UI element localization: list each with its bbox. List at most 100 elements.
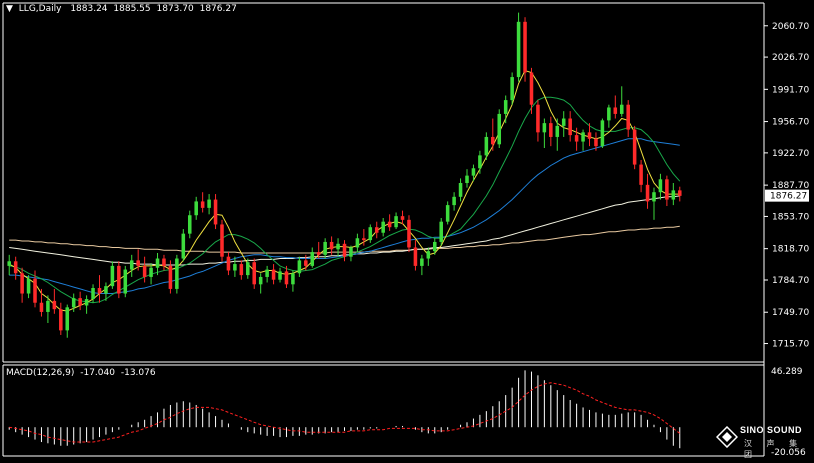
candle-body	[342, 243, 347, 257]
candle-body	[407, 219, 411, 248]
bear-candle	[574, 127, 579, 151]
candle-body	[645, 184, 650, 202]
bull-candle	[123, 265, 128, 298]
last-price-label: 1876.27	[770, 192, 807, 202]
candle-body	[291, 273, 295, 285]
bull-candle	[71, 293, 76, 312]
bear-candle	[59, 302, 63, 335]
candle-body	[484, 136, 489, 156]
bear-candle	[413, 240, 418, 271]
candle-body	[91, 288, 95, 300]
bull-candle	[207, 194, 211, 215]
candle-body	[213, 199, 218, 225]
bear-candle	[626, 100, 630, 137]
candle-body	[284, 271, 289, 285]
bear-candle	[329, 236, 334, 255]
bear-candle	[97, 275, 102, 303]
candle-body	[349, 247, 353, 257]
candle-body	[420, 258, 424, 266]
candle-body	[400, 216, 405, 220]
bull-candle	[310, 247, 315, 268]
bull-candle	[658, 173, 663, 200]
candle-body	[439, 221, 443, 242]
sino-sound-logo: SINO SOUND 汉 声 集 团	[714, 424, 810, 459]
candle-body	[452, 196, 456, 206]
bull-candle	[323, 238, 327, 259]
bear-candle	[400, 210, 405, 225]
candle-body	[432, 241, 437, 252]
candle-body	[497, 113, 502, 145]
candle-body	[471, 168, 476, 176]
bear-candle	[587, 123, 592, 147]
dropdown-triangle-icon[interactable]: ▼	[6, 4, 13, 14]
candle-body	[129, 260, 134, 270]
candle-body	[678, 190, 682, 196]
candle-body	[220, 224, 224, 257]
chart-header: ▼ LLG,Daily 1883.24 1885.55 1873.70 1876…	[6, 4, 240, 14]
bear-candle	[529, 67, 534, 114]
bull-candle	[381, 218, 385, 237]
bear-candle	[665, 175, 669, 207]
bull-candle	[445, 201, 450, 225]
bull-candle	[458, 178, 463, 202]
candle-body	[529, 72, 534, 105]
bull-candle	[104, 282, 108, 301]
bull-candle	[291, 270, 295, 292]
macd-tick-label: -20.056	[771, 448, 806, 458]
price-tick-label: 1991.70	[772, 85, 809, 95]
bull-candle	[652, 187, 656, 220]
candle-body	[658, 179, 663, 193]
candle-body	[639, 164, 643, 185]
bear-candle	[168, 260, 173, 294]
bull-candle	[181, 229, 186, 262]
candle-body	[503, 100, 508, 114]
bull-candle	[46, 295, 50, 323]
bull-candle	[187, 210, 192, 239]
bear-candle	[52, 288, 57, 314]
symbol-label: LLG,Daily	[18, 4, 62, 14]
bear-candle	[549, 116, 553, 147]
bear-candle	[226, 252, 231, 276]
logo-sub-text: 汉 声 集 团	[744, 439, 804, 459]
bear-candle	[407, 215, 411, 253]
candle-body	[297, 260, 302, 274]
candle-body	[362, 238, 366, 241]
candle-body	[355, 238, 360, 248]
bear-candle	[117, 261, 121, 299]
candle-body	[600, 120, 605, 147]
bear-candle	[142, 256, 147, 283]
macd-label: MACD(12,26,9)	[6, 368, 75, 378]
candle-body	[458, 183, 463, 197]
bull-candle	[452, 192, 456, 211]
candle-body	[491, 136, 495, 145]
bull-candle	[91, 284, 95, 303]
bear-candle	[136, 249, 140, 271]
bull-candle	[394, 212, 398, 230]
bull-candle	[265, 265, 269, 283]
price-tick-label: 1818.70	[772, 245, 809, 255]
bull-candle	[258, 273, 263, 294]
candle-body	[523, 21, 527, 73]
bear-candle	[316, 241, 321, 259]
candle-body	[368, 227, 373, 241]
bear-candle	[20, 267, 24, 303]
candle-body	[607, 107, 611, 121]
bear-candle	[632, 125, 637, 170]
diamond-logo-icon	[716, 426, 738, 448]
candle-body	[445, 205, 450, 222]
bull-candle	[503, 95, 508, 124]
bull-candle	[149, 263, 153, 285]
price-axis: 2060.70 2026.70 1991.70 1956.70 1922.70 1887.…	[764, 22, 809, 350]
bull-candle	[432, 238, 437, 255]
bull-candle	[233, 256, 237, 277]
bear-candle	[33, 270, 37, 308]
macd-signal-path	[9, 382, 681, 443]
bear-candle	[342, 240, 347, 262]
candle-body	[652, 192, 656, 202]
ohlc-low: 1873.70	[156, 4, 194, 14]
candle-body	[555, 125, 560, 137]
bull-candle	[155, 253, 160, 276]
candle-body	[33, 278, 37, 303]
